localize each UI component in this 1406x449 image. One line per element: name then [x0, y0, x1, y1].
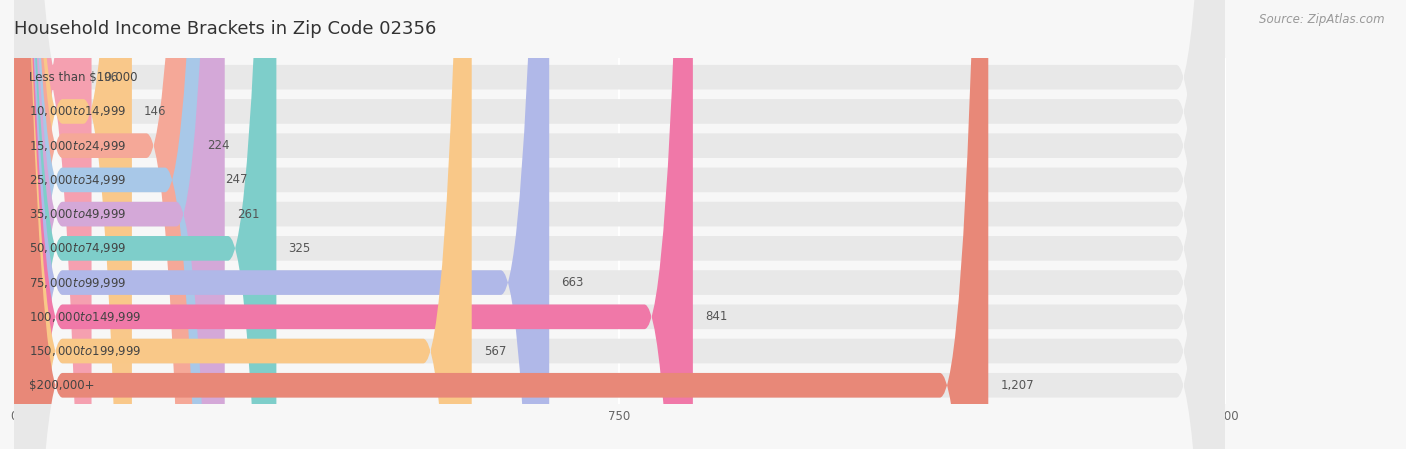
FancyBboxPatch shape — [14, 0, 214, 449]
FancyBboxPatch shape — [14, 0, 1225, 449]
FancyBboxPatch shape — [14, 0, 1225, 449]
Text: Source: ZipAtlas.com: Source: ZipAtlas.com — [1260, 13, 1385, 26]
Text: 567: 567 — [484, 344, 506, 357]
Text: 325: 325 — [288, 242, 311, 255]
Text: $35,000 to $49,999: $35,000 to $49,999 — [28, 207, 127, 221]
Text: 247: 247 — [225, 173, 247, 186]
Text: $15,000 to $24,999: $15,000 to $24,999 — [28, 139, 127, 153]
FancyBboxPatch shape — [14, 0, 550, 449]
Text: $200,000+: $200,000+ — [28, 379, 94, 392]
Text: 146: 146 — [143, 105, 166, 118]
FancyBboxPatch shape — [14, 0, 1225, 449]
FancyBboxPatch shape — [14, 0, 1225, 449]
Text: 224: 224 — [207, 139, 229, 152]
FancyBboxPatch shape — [14, 0, 1225, 449]
FancyBboxPatch shape — [14, 0, 132, 449]
FancyBboxPatch shape — [14, 0, 277, 449]
Text: $50,000 to $74,999: $50,000 to $74,999 — [28, 242, 127, 255]
Text: $100,000 to $149,999: $100,000 to $149,999 — [28, 310, 141, 324]
FancyBboxPatch shape — [14, 0, 693, 449]
FancyBboxPatch shape — [14, 0, 91, 449]
Text: $10,000 to $14,999: $10,000 to $14,999 — [28, 105, 127, 119]
FancyBboxPatch shape — [14, 0, 195, 449]
Text: 1,207: 1,207 — [1001, 379, 1033, 392]
FancyBboxPatch shape — [14, 0, 471, 449]
Text: $75,000 to $99,999: $75,000 to $99,999 — [28, 276, 127, 290]
FancyBboxPatch shape — [14, 0, 1225, 449]
FancyBboxPatch shape — [14, 0, 988, 449]
Text: 663: 663 — [561, 276, 583, 289]
FancyBboxPatch shape — [14, 0, 1225, 449]
Text: $150,000 to $199,999: $150,000 to $199,999 — [28, 344, 141, 358]
Text: 96: 96 — [104, 70, 118, 84]
Text: Less than $10,000: Less than $10,000 — [28, 70, 138, 84]
Text: 261: 261 — [236, 207, 259, 220]
FancyBboxPatch shape — [14, 0, 1225, 449]
Text: $25,000 to $34,999: $25,000 to $34,999 — [28, 173, 127, 187]
FancyBboxPatch shape — [14, 0, 1225, 449]
Text: 841: 841 — [704, 310, 727, 323]
FancyBboxPatch shape — [14, 0, 1225, 449]
FancyBboxPatch shape — [14, 0, 225, 449]
Text: Household Income Brackets in Zip Code 02356: Household Income Brackets in Zip Code 02… — [14, 20, 436, 38]
